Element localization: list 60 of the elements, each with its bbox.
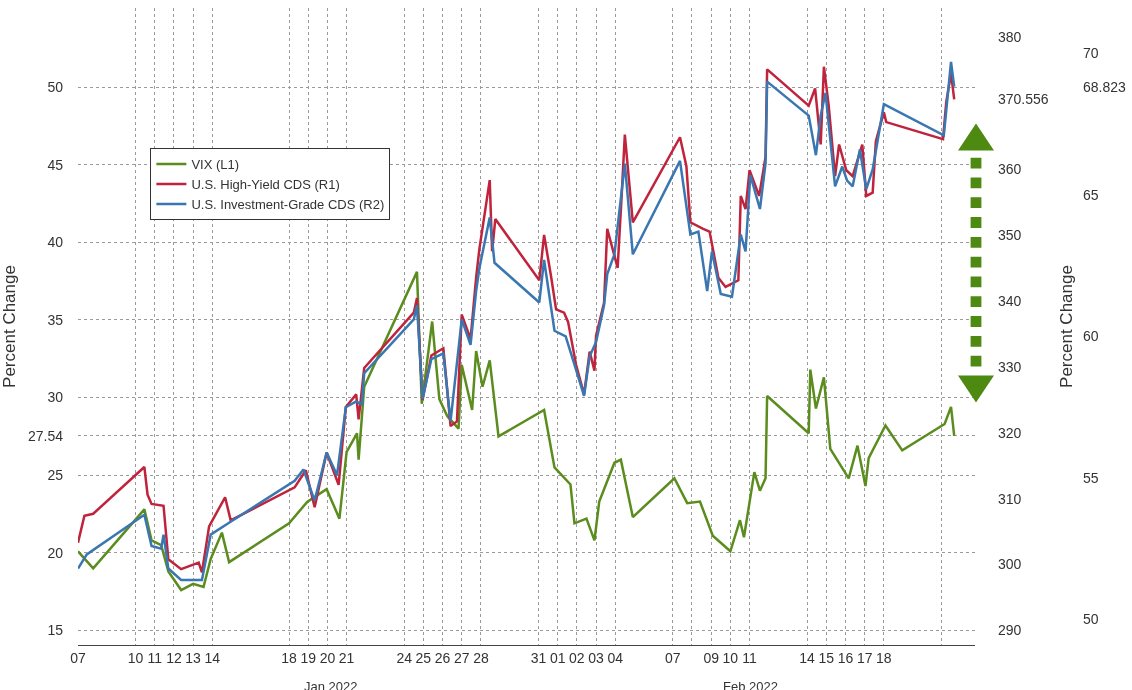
y-tick-label: 27.54 bbox=[27, 427, 64, 444]
y2-tick-label: 290 bbox=[998, 622, 1022, 639]
x-tick-label: 16 bbox=[837, 649, 854, 666]
x-tick-label: 27 bbox=[453, 649, 470, 666]
line-series bbox=[78, 270, 956, 592]
y-tick-label: 15 bbox=[47, 622, 64, 639]
x-tick-label: 24 bbox=[396, 649, 413, 666]
y3-tick-label: 70 bbox=[1083, 45, 1099, 62]
x-tick-label: 28 bbox=[473, 649, 489, 666]
x-tick-label: 14 bbox=[204, 649, 221, 666]
y2-tick-label: 370.556 bbox=[998, 91, 1049, 108]
y2-tick-label: 330 bbox=[998, 358, 1022, 375]
legend-label: U.S. Investment-Grade CDS (R2) bbox=[191, 196, 385, 212]
x-tick-label: 20 bbox=[319, 649, 336, 666]
y-tick-label: 40 bbox=[47, 234, 64, 251]
y3-tick-label: 65 bbox=[1083, 186, 1099, 203]
y2-tick-label: 340 bbox=[998, 292, 1022, 309]
y-tick-label: 35 bbox=[47, 311, 64, 328]
x-tick-label: 31 bbox=[530, 649, 547, 666]
y-tick-label: 45 bbox=[47, 156, 64, 173]
x-tick-label: 12 bbox=[166, 649, 182, 666]
x-tick-label: 11 bbox=[147, 649, 163, 666]
x-tick-label: 17 bbox=[856, 649, 873, 666]
x-tick-label: 03 bbox=[588, 649, 605, 666]
x-tick-label: 15 bbox=[818, 649, 835, 666]
y2-tick-label: 310 bbox=[998, 490, 1022, 507]
x-tick-label: 10 bbox=[722, 649, 739, 666]
y2-tick-label: 360 bbox=[998, 160, 1022, 177]
y-tick-label: 30 bbox=[47, 389, 64, 406]
y3-tick-label: 60 bbox=[1083, 328, 1099, 345]
x-tick-label: 09 bbox=[703, 649, 720, 666]
y-tick-label: 50 bbox=[47, 79, 64, 96]
x-tick-label: 19 bbox=[300, 649, 317, 666]
x-tick-label: 14 bbox=[799, 649, 816, 666]
x-tick-label: 04 bbox=[607, 649, 624, 666]
y-axis-title: Percent Change bbox=[0, 265, 19, 388]
y3-tick-label: 50 bbox=[1083, 611, 1099, 628]
x-tick-label: 02 bbox=[569, 649, 585, 666]
x-tick-label: 13 bbox=[185, 649, 202, 666]
x-tick-label: 11 bbox=[742, 649, 758, 666]
y-tick-label: 25 bbox=[47, 467, 64, 484]
x-tick-label: 21 bbox=[338, 649, 355, 666]
x-tick-label: 25 bbox=[415, 649, 432, 666]
x-tick-label: 26 bbox=[434, 649, 451, 666]
y2-tick-label: 320 bbox=[998, 424, 1022, 441]
x-tick-label: 10 bbox=[127, 649, 144, 666]
y-tick-label: 20 bbox=[47, 544, 64, 561]
y2-tick-label: 380 bbox=[998, 28, 1022, 45]
legend-label: VIX (L1) bbox=[191, 157, 240, 173]
x-tick-label: 07 bbox=[70, 649, 86, 666]
y3-tick-label: 55 bbox=[1083, 469, 1099, 486]
x-tick-label: 07 bbox=[665, 649, 681, 666]
y2-tick-label: 350 bbox=[998, 226, 1022, 243]
x-tick-label: 18 bbox=[876, 649, 892, 666]
x-tick-label: 01 bbox=[549, 649, 566, 666]
x-tick-label: 18 bbox=[281, 649, 298, 666]
y3-tick-label: 68.823 bbox=[1083, 78, 1127, 95]
legend-label: U.S. High-Yield CDS (R1) bbox=[191, 177, 340, 193]
y2-tick-label: 300 bbox=[998, 556, 1022, 573]
y2-axis-title: Percent Change bbox=[1057, 265, 1077, 388]
